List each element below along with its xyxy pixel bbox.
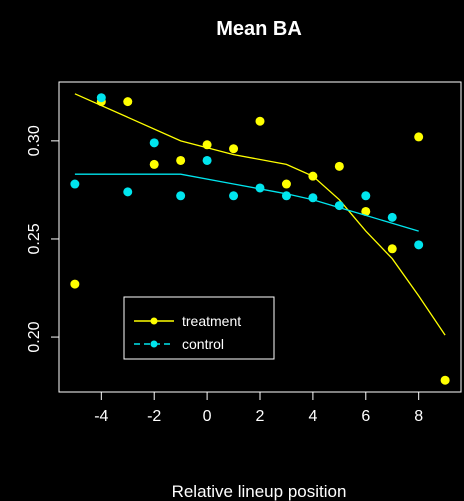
control-point (308, 193, 318, 203)
treatment-point (149, 159, 159, 169)
control-point (255, 183, 265, 193)
x-tick-label: 2 (256, 408, 265, 425)
control-point (96, 93, 106, 103)
control-point (414, 240, 424, 250)
treatment-legend-label: treatment (182, 313, 241, 329)
x-tick-label: 8 (414, 408, 423, 425)
treatment-point (229, 144, 239, 154)
treatment-point (281, 179, 291, 189)
control-point (176, 191, 186, 201)
legend: treatment control (123, 296, 275, 360)
x-tick-label: -2 (147, 408, 161, 425)
control-point (123, 187, 133, 197)
series-layer (70, 93, 450, 385)
y-axis: 0.20 0.25 0.30 (26, 125, 59, 353)
x-axis-label: Relative lineup position (172, 482, 347, 501)
treatment-point (334, 161, 344, 171)
treatment-point (202, 140, 212, 150)
control-point (334, 201, 344, 211)
control-point (70, 179, 80, 189)
chart-title: Mean BA (216, 18, 302, 40)
y-tick-label: 0.25 (26, 223, 43, 254)
x-tick-label: 4 (308, 408, 317, 425)
x-tick-label: 0 (203, 408, 212, 425)
y-tick-label: 0.20 (26, 321, 43, 352)
treatment-point (387, 244, 397, 254)
legend-box (123, 296, 275, 360)
x-axis: -4 -2 0 2 4 6 8 (94, 392, 423, 425)
treatment-point (414, 132, 424, 142)
treatment-point (308, 171, 318, 181)
control-point (149, 138, 159, 148)
control-point (281, 191, 291, 201)
control-point (229, 191, 239, 201)
control-point (387, 212, 397, 222)
y-tick-label: 0.30 (26, 125, 43, 156)
control-legend-label: control (182, 336, 224, 352)
x-tick-label: -4 (94, 408, 108, 425)
treatment-point (176, 155, 186, 165)
control-legend-swatch-dot (150, 340, 158, 348)
treatment-point (255, 116, 265, 126)
treatment-point (70, 279, 80, 289)
treatment-legend-swatch-dot (150, 317, 158, 325)
control-point (202, 155, 212, 165)
control-trend-line (74, 173, 419, 232)
treatment-point (361, 206, 371, 216)
treatment-point (123, 97, 133, 107)
x-tick-label: 6 (361, 408, 370, 425)
treatment-point (440, 375, 450, 385)
control-point (361, 191, 371, 201)
